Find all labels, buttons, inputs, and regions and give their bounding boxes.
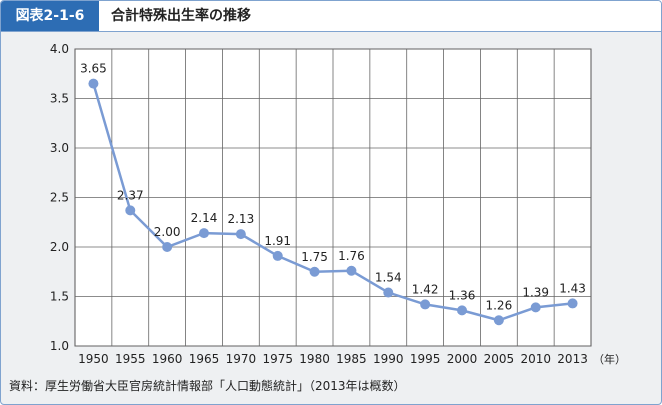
data-label: 2.00 [154,225,181,239]
x-tick-label: 2005 [484,352,515,366]
data-label: 2.37 [117,188,144,202]
x-axis-unit: （年） [593,352,626,366]
x-tick-label: 2013 [557,352,588,366]
data-point [567,298,578,309]
y-tick-label: 2.5 [50,191,69,205]
grid-lines [75,48,591,347]
data-point [530,302,541,313]
data-point [162,242,173,252]
data-label: 1.26 [485,298,512,312]
x-tick-label: 1980 [299,352,330,366]
x-tick-label: 1985 [336,352,367,366]
series-line [92,83,573,322]
x-axis-ticks: 1950 1955 1960 1965 1970 1975 1980 1985 1990 1995… [78,352,588,366]
y-tick-label: 4.0 [50,42,69,56]
data-label: 2.13 [227,212,254,226]
x-tick-label: 1970 [226,352,257,366]
x-tick-label: 1965 [189,352,220,366]
data-label: 1.42 [412,282,439,296]
data-point [199,228,209,239]
y-axis-ticks: 1.0 1.5 2.0 2.5 3.0 3.5 4.0 [50,42,69,353]
data-label: 2.14 [191,211,218,225]
data-label: 1.43 [559,281,586,295]
x-tick-label: 1955 [115,352,146,366]
data-point [272,250,283,261]
data-point [420,299,431,310]
data-label: 1.91 [264,234,291,248]
data-point [457,305,467,316]
x-tick-label: 1975 [262,352,293,366]
data-point [88,78,99,89]
data-point [309,266,320,277]
data-label: 3.65 [80,62,107,76]
data-label: 1.54 [375,271,402,285]
data-point [346,265,357,276]
data-labels: 3.65 2.37 2.00 2.14 2.13 1.91 1.75 1.76 1.54 1.42… [80,62,586,313]
y-tick-label: 1.0 [50,339,69,353]
data-label: 1.39 [522,285,549,299]
y-tick-label: 1.5 [50,290,69,304]
data-label: 1.75 [301,250,328,264]
x-tick-label: 2010 [520,352,551,366]
data-point [493,315,504,326]
data-point [235,229,246,240]
x-tick-label: 2000 [447,352,478,366]
figure-title: 合計特殊出生率の推移 [111,8,251,24]
data-point [125,205,136,216]
x-tick-label: 1990 [373,352,404,366]
data-label: 1.36 [449,288,476,302]
x-tick-label: 1950 [78,352,109,366]
data-label: 1.76 [338,249,365,263]
source-note: 資料：厚生労働省大臣官房統計情報部「人口動態統計」（2013年は概数） [9,379,406,393]
data-point [383,287,394,298]
y-tick-label: 3.0 [50,141,69,155]
figure-header: 図表2-1-6 合計特殊出生率の推移 [1,1,661,32]
x-tick-label: 1960 [152,352,183,366]
x-tick-label: 1995 [410,352,441,366]
y-tick-label: 3.5 [50,92,69,106]
figure-number-label: 図表2-1-6 [1,1,99,31]
y-tick-label: 2.0 [50,240,69,254]
data-points [88,78,578,326]
